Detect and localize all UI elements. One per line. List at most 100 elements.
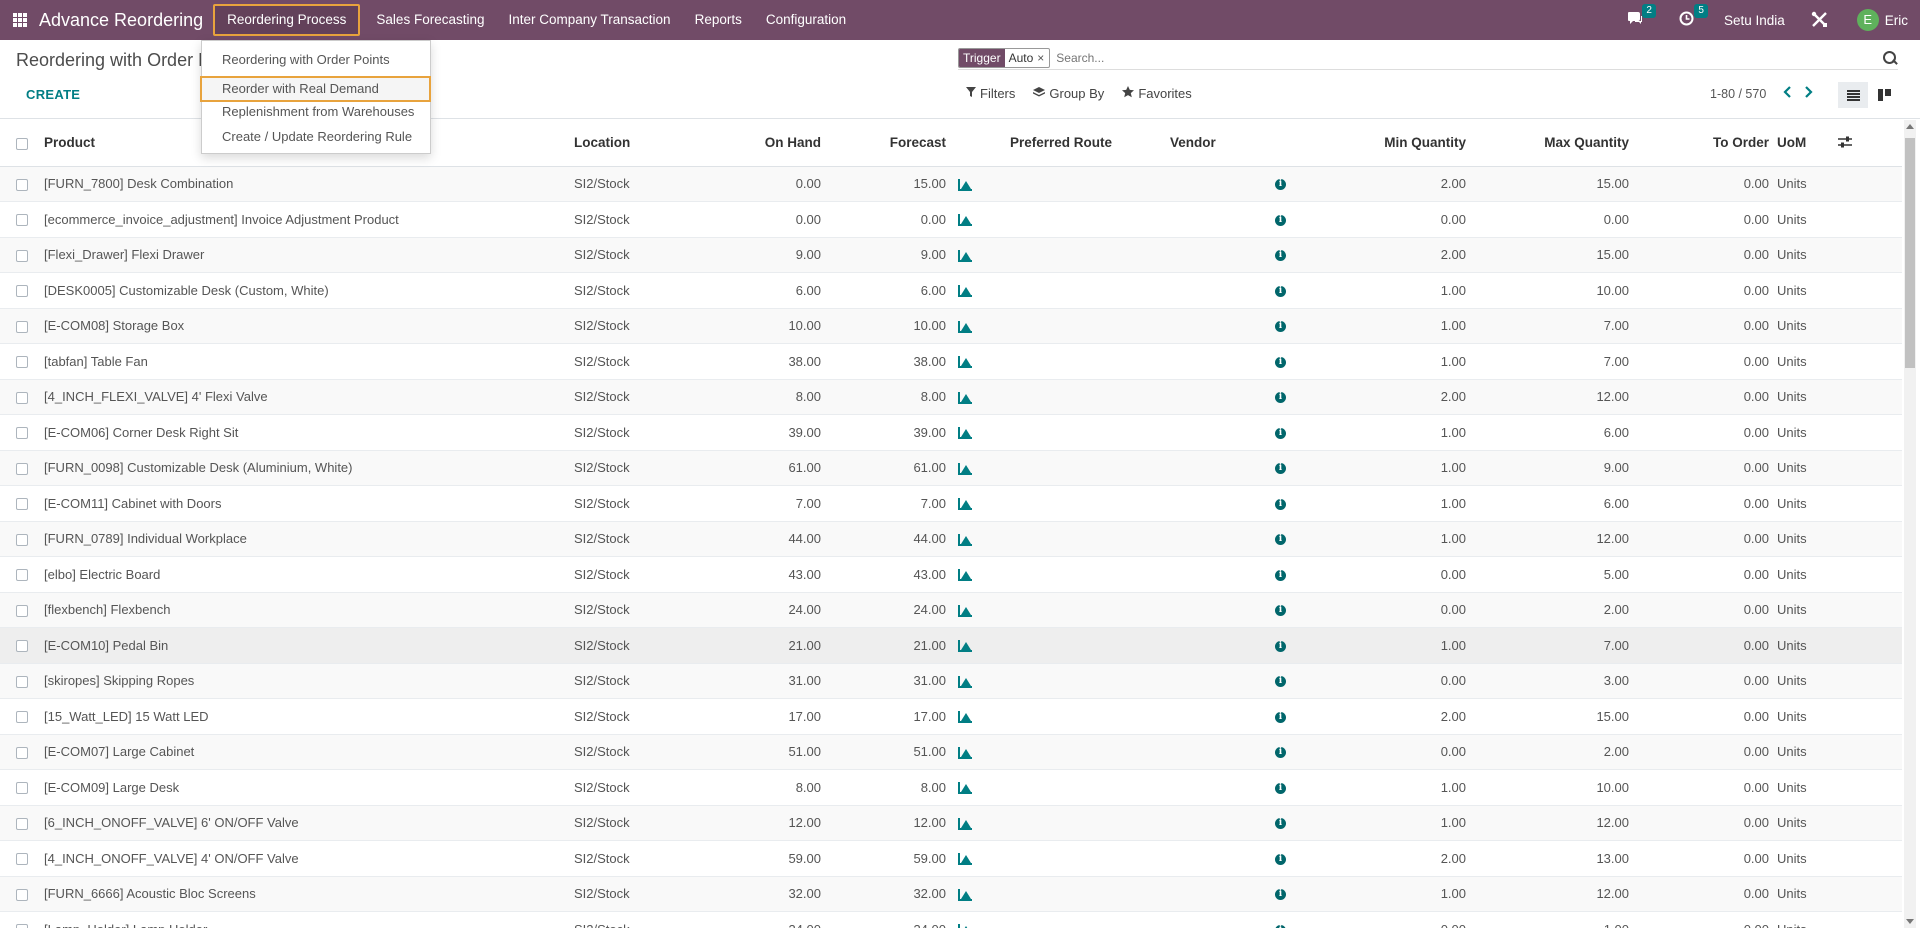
cell-uom[interactable]: Units (1773, 556, 1818, 593)
cell-forecast[interactable]: 43.00 (825, 556, 950, 593)
cell-uom[interactable]: Units (1773, 521, 1818, 557)
cell-to-order[interactable]: 0.00 (1633, 769, 1773, 806)
forecast-report-button[interactable] (950, 805, 980, 841)
cell-min-quantity[interactable]: 1.00 (1290, 308, 1470, 344)
cell-on-hand[interactable]: 17.00 (700, 698, 825, 735)
cell-uom[interactable]: Units (1773, 911, 1818, 928)
cell-to-order[interactable]: 0.00 (1633, 840, 1773, 877)
company-switcher[interactable]: Setu India (1723, 12, 1785, 28)
cell-preferred-route[interactable] (980, 805, 1130, 841)
cell-vendor[interactable]: i (1130, 450, 1290, 486)
cell-to-order[interactable]: 0.00 (1633, 166, 1773, 202)
row-checkbox[interactable] (0, 698, 40, 735)
cell-preferred-route[interactable] (980, 556, 1130, 593)
table-row[interactable]: [flexbench] Flexbench SI2/Stock 24.00 24.00… (0, 592, 1902, 628)
tools-icon[interactable] (1811, 11, 1829, 29)
table-row[interactable]: [E-COM11] Cabinet with Doors SI2/Stock 7.0… (0, 485, 1902, 522)
cell-min-quantity[interactable]: 1.00 (1290, 769, 1470, 806)
cell-uom[interactable]: Units (1773, 698, 1818, 735)
cell-min-quantity[interactable]: 1.00 (1290, 521, 1470, 557)
cell-preferred-route[interactable] (980, 876, 1130, 912)
cell-on-hand[interactable]: 7.00 (700, 485, 825, 522)
column-preferred-route[interactable]: Preferred Route (980, 120, 1130, 167)
cell-forecast[interactable]: 34.00 (825, 911, 950, 928)
cell-to-order[interactable]: 0.00 (1633, 343, 1773, 380)
cell-product[interactable]: [E-COM07] Large Cabinet (40, 734, 570, 770)
scroll-up-icon[interactable] (1906, 124, 1914, 129)
table-row[interactable]: [Lamp_Holder] Lamp HolderSI2/Stock34.003… (0, 911, 1902, 928)
cell-uom[interactable]: Units (1773, 805, 1818, 841)
cell-preferred-route[interactable] (980, 911, 1130, 928)
menu-sales-forecasting[interactable]: Sales Forecasting (376, 12, 485, 27)
cell-uom[interactable]: Units (1773, 237, 1818, 273)
info-icon[interactable]: i (1275, 392, 1286, 404)
table-row[interactable]: [15_Watt_LED] 15 Watt LED SI2/Stock 17.00 1… (0, 698, 1902, 735)
cell-location[interactable]: SI2/Stock (570, 485, 700, 522)
cell-location[interactable]: SI2/Stock (570, 166, 700, 202)
forecast-report-button[interactable] (950, 911, 980, 928)
cell-max-quantity[interactable]: 15.00 (1470, 698, 1633, 735)
cell-location[interactable]: SI2/Stock (570, 663, 700, 699)
row-checkbox[interactable] (0, 414, 40, 451)
cell-product[interactable]: [FURN_7800] Desk Combination (40, 166, 570, 202)
cell-min-quantity[interactable]: 2.00 (1290, 166, 1470, 202)
dropdown-item-replenishment[interactable]: Replenishment from Warehouses (222, 103, 415, 119)
cell-vendor[interactable]: i (1130, 308, 1290, 344)
info-icon[interactable]: i (1275, 534, 1286, 546)
row-checkbox[interactable] (0, 201, 40, 238)
info-icon[interactable]: i (1275, 640, 1286, 652)
forecast-report-button[interactable] (950, 237, 980, 273)
cell-preferred-route[interactable] (980, 627, 1130, 664)
info-icon[interactable]: i (1275, 818, 1286, 830)
info-icon[interactable]: i (1275, 782, 1286, 794)
cell-on-hand[interactable]: 51.00 (700, 734, 825, 770)
row-checkbox[interactable] (0, 734, 40, 770)
cell-to-order[interactable]: 0.00 (1633, 876, 1773, 912)
table-row[interactable]: [Flexi_Drawer] Flexi Drawer SI2/Stock 9.00… (0, 237, 1902, 273)
column-on-hand[interactable]: On Hand (700, 120, 825, 167)
cell-max-quantity[interactable]: 1.00 (1470, 911, 1633, 928)
group-by-button[interactable]: Group By (1033, 86, 1104, 101)
cell-min-quantity[interactable]: 0.00 (1290, 911, 1470, 928)
cell-product[interactable]: [E-COM09] Large Desk (40, 769, 570, 806)
cell-location[interactable]: SI2/Stock (570, 237, 700, 273)
forecast-report-button[interactable] (950, 485, 980, 522)
cell-min-quantity[interactable]: 1.00 (1290, 272, 1470, 309)
cell-location[interactable]: SI2/Stock (570, 805, 700, 841)
info-icon[interactable]: i (1275, 427, 1286, 439)
row-checkbox[interactable] (0, 521, 40, 557)
cell-product[interactable]: [E-COM08] Storage Box (40, 308, 570, 344)
row-checkbox[interactable] (0, 663, 40, 699)
info-icon[interactable]: i (1275, 924, 1286, 928)
cell-vendor[interactable]: i (1130, 166, 1290, 202)
cell-to-order[interactable]: 0.00 (1633, 414, 1773, 451)
cell-max-quantity[interactable]: 12.00 (1470, 521, 1633, 557)
cell-vendor[interactable]: i (1130, 911, 1290, 928)
cell-min-quantity[interactable]: 2.00 (1290, 840, 1470, 877)
cell-forecast[interactable]: 9.00 (825, 237, 950, 273)
row-checkbox[interactable] (0, 556, 40, 593)
cell-on-hand[interactable]: 9.00 (700, 237, 825, 273)
cell-to-order[interactable]: 0.00 (1633, 485, 1773, 522)
menu-inter-company-transaction[interactable]: Inter Company Transaction (508, 12, 671, 27)
cell-to-order[interactable]: 0.00 (1633, 805, 1773, 841)
filters-button[interactable]: Filters (966, 86, 1015, 101)
cell-uom[interactable]: Units (1773, 592, 1818, 628)
cell-vendor[interactable]: i (1130, 805, 1290, 841)
cell-min-quantity[interactable]: 2.00 (1290, 379, 1470, 415)
cell-vendor[interactable]: i (1130, 237, 1290, 273)
cell-min-quantity[interactable]: 2.00 (1290, 698, 1470, 735)
forecast-report-button[interactable] (950, 414, 980, 451)
cell-preferred-route[interactable] (980, 521, 1130, 557)
cell-forecast[interactable]: 6.00 (825, 272, 950, 309)
cell-product[interactable]: [E-COM10] Pedal Bin (40, 627, 570, 664)
forecast-report-button[interactable] (950, 308, 980, 344)
row-checkbox[interactable] (0, 343, 40, 380)
cell-forecast[interactable]: 21.00 (825, 627, 950, 664)
scrollbar[interactable] (1904, 120, 1916, 928)
info-icon[interactable]: i (1275, 711, 1286, 723)
cell-max-quantity[interactable]: 0.00 (1470, 201, 1633, 238)
cell-preferred-route[interactable] (980, 592, 1130, 628)
cell-forecast[interactable]: 7.00 (825, 485, 950, 522)
cell-location[interactable]: SI2/Stock (570, 272, 700, 309)
